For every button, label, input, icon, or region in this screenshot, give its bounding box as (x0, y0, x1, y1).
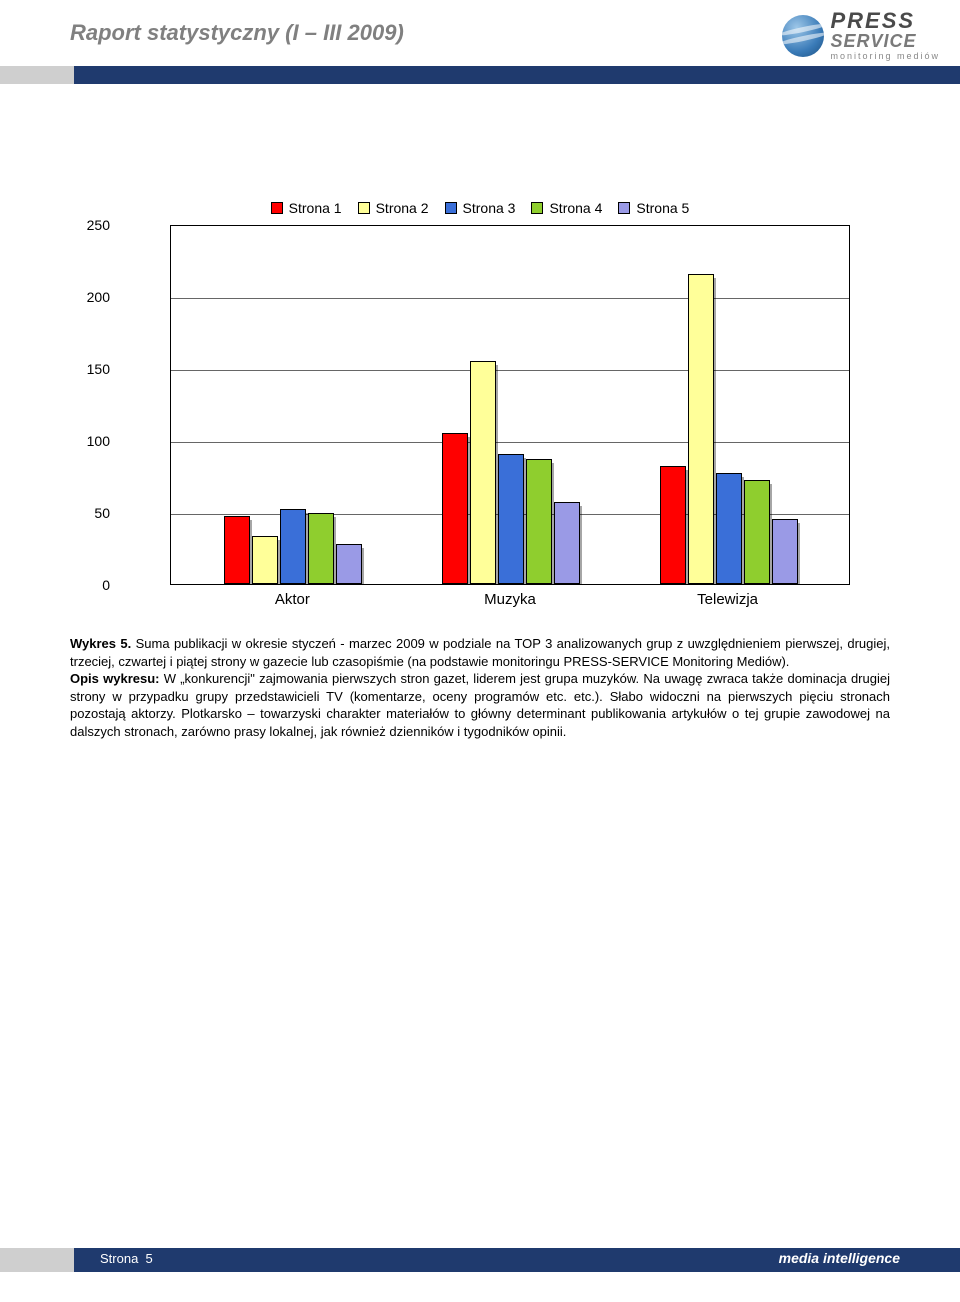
legend-swatch (271, 202, 283, 214)
bar (470, 361, 496, 584)
legend-label: Strona 4 (549, 200, 602, 216)
page-footer: Strona 5 media intelligence (0, 1248, 960, 1272)
bar (498, 454, 524, 584)
y-tick-label: 50 (94, 505, 110, 521)
x-tick-label: Telewizja (697, 591, 758, 608)
bar-group (442, 361, 580, 584)
bar-group (660, 274, 798, 584)
legend-label: Strona 3 (463, 200, 516, 216)
bar (442, 433, 468, 584)
legend-label: Strona 5 (636, 200, 689, 216)
chart-legend: Strona 1 Strona 2 Strona 3 Strona 4 Strona 5 (130, 200, 830, 217)
bar (308, 513, 334, 584)
legend-swatch (358, 202, 370, 214)
bar (772, 519, 798, 584)
logo-main: PRESS (830, 10, 940, 32)
legend-swatch (618, 202, 630, 214)
footer-brand: media intelligence (779, 1250, 900, 1266)
logo-tagline: monitoring mediów (830, 52, 940, 61)
chart-container: Strona 1 Strona 2 Strona 3 Strona 4 Strona 5… (130, 200, 830, 615)
bar (224, 516, 250, 584)
bar (744, 480, 770, 584)
caption-body1: Suma publikacji w okresie styczeń - marz… (70, 636, 890, 669)
legend-item: Strona 1 (271, 200, 342, 216)
bar (660, 466, 686, 584)
globe-icon (782, 15, 824, 57)
brand-logo: PRESS SERVICE monitoring mediów (782, 10, 940, 61)
chart-caption: Wykres 5. Suma publikacji w okresie styc… (70, 635, 890, 740)
chart-plot-area (170, 225, 850, 585)
y-tick-label: 250 (87, 217, 110, 233)
bar (280, 509, 306, 584)
caption-title: Wykres 5. (70, 636, 131, 651)
bar (252, 536, 278, 584)
y-tick-label: 100 (87, 433, 110, 449)
x-tick-label: Muzyka (484, 591, 536, 608)
legend-swatch (531, 202, 543, 214)
legend-item: Strona 2 (358, 200, 429, 216)
y-axis-labels: 050100150200250 (120, 225, 160, 585)
x-tick-label: Aktor (275, 591, 310, 608)
y-tick-label: 150 (87, 361, 110, 377)
y-tick-label: 200 (87, 289, 110, 305)
legend-item: Strona 5 (618, 200, 689, 216)
footer-page: Strona 5 (100, 1251, 153, 1266)
legend-swatch (445, 202, 457, 214)
bar (526, 459, 552, 584)
legend-label: Strona 1 (289, 200, 342, 216)
bar-group (224, 509, 362, 584)
legend-item: Strona 4 (531, 200, 602, 216)
bar (336, 544, 362, 584)
caption-opis-label: Opis wykresu: (70, 671, 159, 686)
bar (688, 274, 714, 584)
legend-item: Strona 3 (445, 200, 516, 216)
y-tick-label: 0 (102, 577, 110, 593)
bar (554, 502, 580, 584)
logo-sub: SERVICE (830, 32, 940, 50)
bar (716, 473, 742, 584)
legend-label: Strona 2 (376, 200, 429, 216)
x-axis-labels: Aktor Muzyka Telewizja (170, 585, 850, 615)
header-rule-accent (0, 66, 74, 84)
caption-body2: W „konkurencji" zajmowania pierwszych st… (70, 671, 890, 739)
header-rule (0, 66, 960, 84)
